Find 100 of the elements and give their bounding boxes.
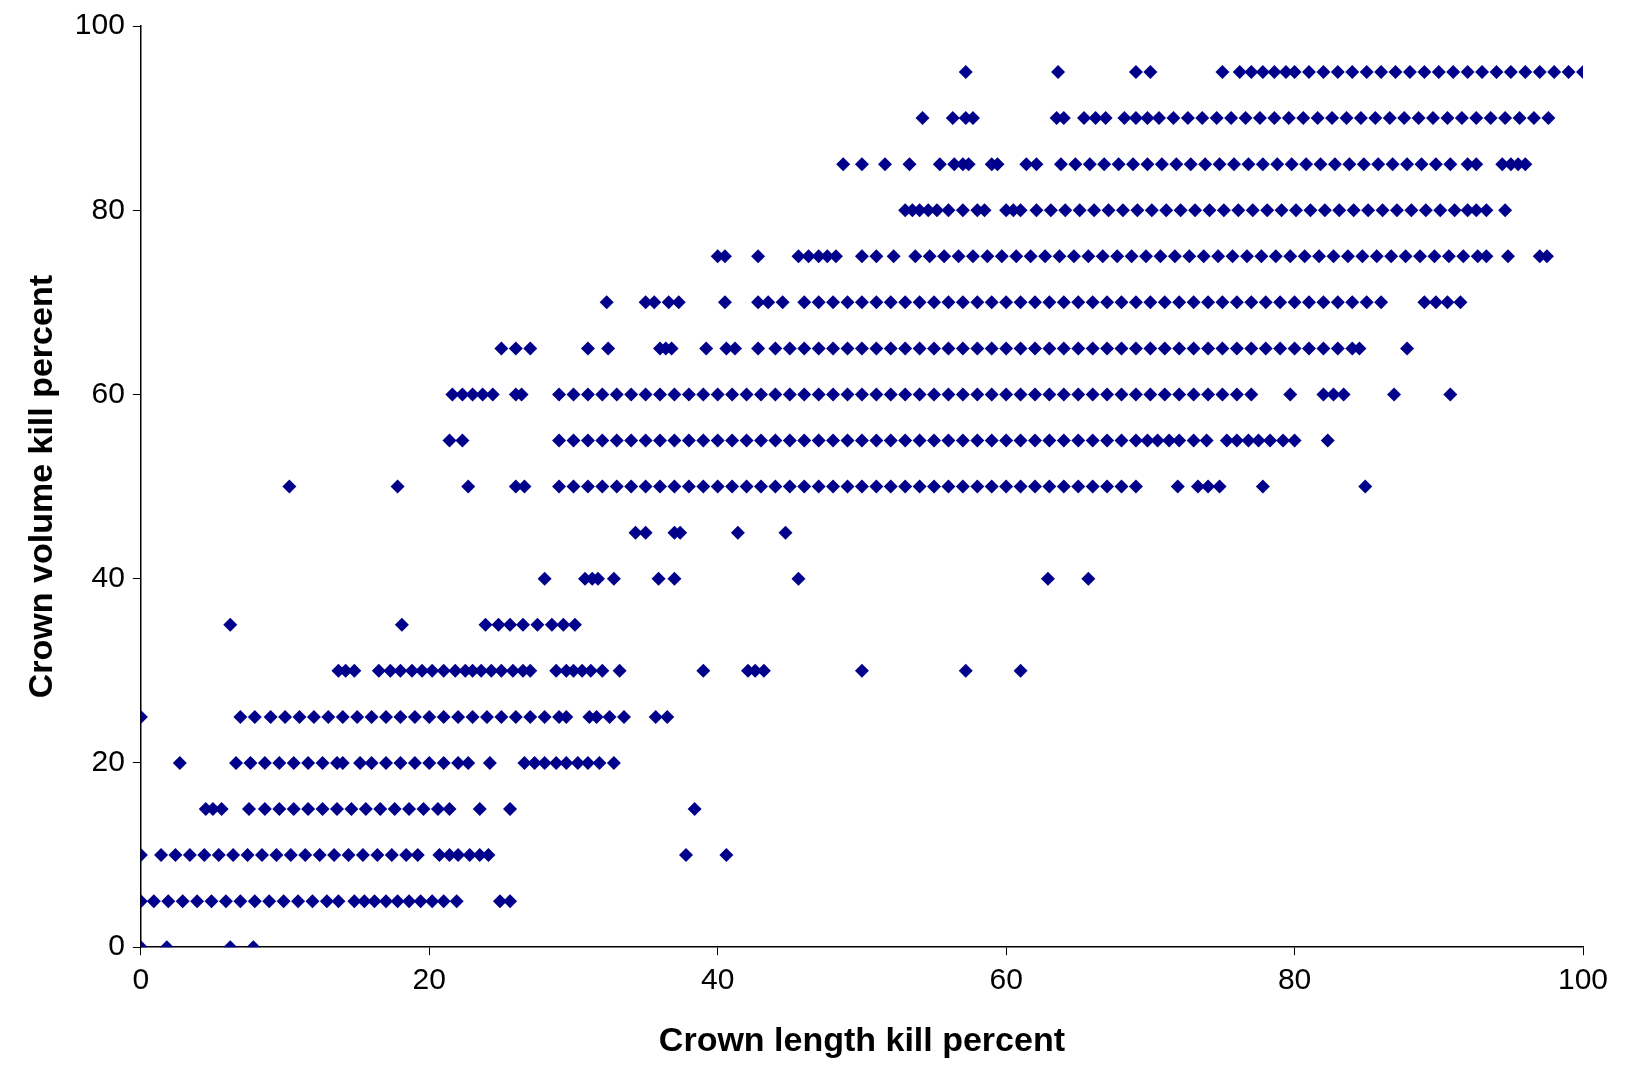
point <box>367 894 382 909</box>
point <box>937 249 952 264</box>
point <box>331 894 346 909</box>
point <box>298 848 313 863</box>
point <box>1009 249 1024 264</box>
point <box>1229 295 1244 310</box>
x-tick-label: 60 <box>989 962 1023 996</box>
point <box>984 479 999 494</box>
point <box>1227 157 1241 172</box>
point <box>1190 479 1205 494</box>
point <box>390 894 405 909</box>
point <box>1140 111 1155 126</box>
point <box>1128 479 1143 494</box>
point <box>272 755 287 770</box>
point <box>1301 341 1316 356</box>
point <box>955 479 970 494</box>
point <box>1115 203 1130 218</box>
point <box>826 295 841 310</box>
point <box>1345 65 1360 80</box>
point <box>717 295 732 310</box>
point <box>927 479 942 494</box>
point <box>508 341 523 356</box>
point <box>1241 433 1256 448</box>
point <box>782 479 797 494</box>
point <box>797 433 812 448</box>
point <box>941 433 956 448</box>
point <box>638 433 653 448</box>
point <box>335 709 350 724</box>
point <box>1547 65 1562 80</box>
point <box>667 571 682 586</box>
point <box>1085 433 1100 448</box>
point <box>393 755 408 770</box>
point <box>1097 157 1112 172</box>
x-tick-label: 100 <box>1557 962 1609 996</box>
point <box>696 663 711 678</box>
point <box>516 617 531 632</box>
point <box>601 341 616 356</box>
point <box>1114 479 1129 494</box>
point <box>811 433 826 448</box>
point <box>883 433 898 448</box>
point <box>1327 157 1342 172</box>
point <box>1358 479 1373 494</box>
point <box>854 341 869 356</box>
point <box>1453 295 1468 310</box>
point <box>448 663 463 678</box>
point <box>1317 203 1332 218</box>
point <box>1346 203 1361 218</box>
point <box>980 249 995 264</box>
point <box>223 617 238 632</box>
point <box>364 709 379 724</box>
point <box>1023 249 1038 264</box>
point <box>442 433 457 448</box>
point <box>1273 295 1288 310</box>
point <box>505 663 520 678</box>
point <box>927 341 942 356</box>
point <box>1263 433 1278 448</box>
point <box>1013 295 1028 310</box>
point <box>782 341 797 356</box>
point <box>422 755 437 770</box>
point <box>1186 341 1201 356</box>
point <box>751 295 766 310</box>
point <box>1215 341 1230 356</box>
point <box>1339 111 1354 126</box>
point <box>393 663 408 678</box>
point <box>1267 65 1282 80</box>
point <box>449 894 464 909</box>
point <box>1013 341 1028 356</box>
point <box>999 341 1014 356</box>
point <box>272 802 287 817</box>
point <box>1400 157 1415 172</box>
point <box>1085 341 1100 356</box>
point <box>1431 65 1446 80</box>
y-tick-label: 60 <box>91 375 125 409</box>
point <box>247 709 262 724</box>
point <box>1072 203 1087 218</box>
point <box>242 802 257 817</box>
point <box>1255 65 1270 80</box>
point <box>1027 341 1042 356</box>
point <box>1180 111 1195 126</box>
point <box>638 525 653 540</box>
point <box>958 65 973 80</box>
point <box>384 848 399 863</box>
point <box>1128 111 1143 126</box>
point <box>927 295 942 310</box>
point <box>898 295 913 310</box>
point <box>1418 203 1433 218</box>
point <box>1371 157 1386 172</box>
point <box>1085 479 1100 494</box>
point <box>410 848 425 863</box>
point <box>373 802 388 817</box>
point <box>211 848 226 863</box>
point <box>854 295 869 310</box>
point <box>1085 295 1100 310</box>
point <box>1157 295 1172 310</box>
point <box>312 848 327 863</box>
point <box>416 802 431 817</box>
point <box>1110 249 1125 264</box>
point <box>494 341 509 356</box>
point <box>1312 249 1327 264</box>
point <box>492 894 507 909</box>
